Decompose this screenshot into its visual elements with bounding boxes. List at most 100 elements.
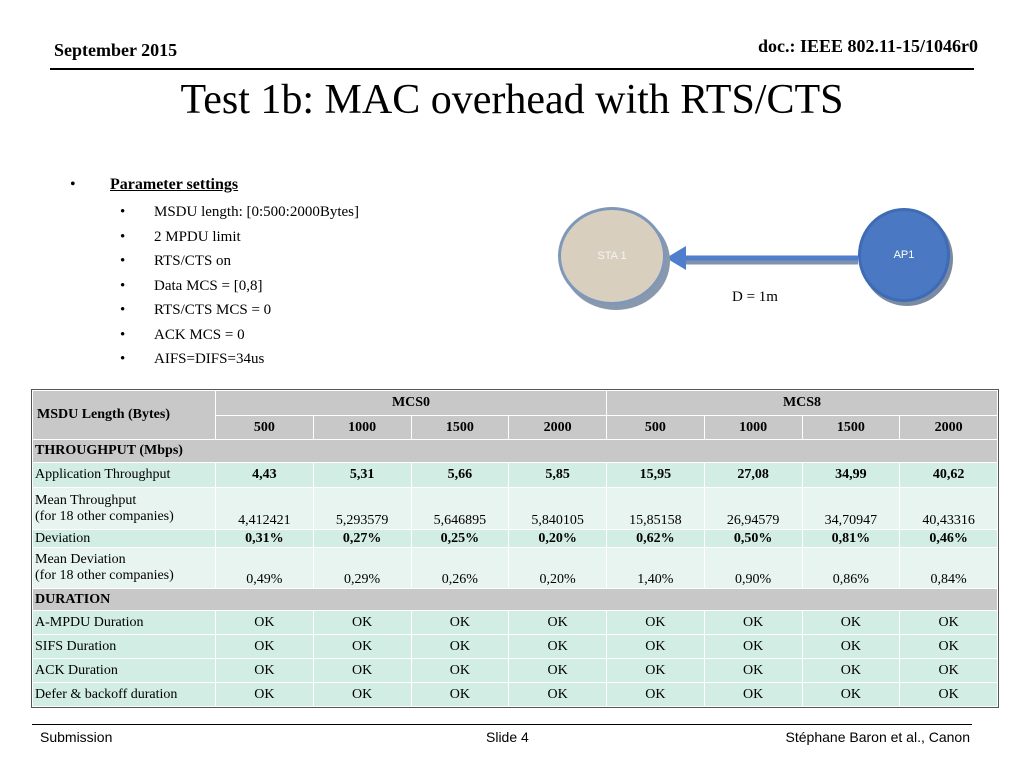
row-label: Mean Throughput (for 18 other companies) — [32, 487, 216, 530]
table-cell: 5,66 — [410, 462, 510, 488]
parameter-item: 2 MPDU limit — [70, 225, 359, 250]
length-header: 1500 — [410, 415, 510, 440]
table-cell: 15,95 — [606, 462, 705, 488]
row-label-line: (for 18 other companies) — [35, 508, 174, 524]
table-cell: 4,43 — [215, 462, 314, 488]
row-label: ACK Duration — [32, 658, 216, 683]
parameter-list: Parameter settings MSDU length: [0:500:2… — [70, 176, 359, 372]
mcs8-group-header: MCS8 — [606, 390, 998, 416]
table-cell: 5,293579 — [312, 487, 412, 530]
table-cell: OK — [410, 634, 510, 659]
distance-label: D = 1m — [732, 289, 778, 305]
arrow-head-icon — [666, 246, 686, 270]
table-cell: OK — [215, 682, 314, 707]
throughput-section-header: THROUGHPUT (Mbps) — [32, 439, 998, 463]
table-cell: OK — [606, 682, 705, 707]
table-cell: 5,646895 — [410, 487, 510, 530]
table-row: Mean Deviation (for 18 other companies) … — [32, 547, 998, 589]
table-cell: OK — [312, 682, 412, 707]
table-cell: 0,86% — [801, 547, 901, 589]
table-cell: 27,08 — [703, 462, 803, 488]
row-label: SIFS Duration — [32, 634, 216, 659]
table-cell: 0,49% — [215, 547, 314, 589]
table-row: Application Throughput 4,43 5,31 5,66 5,… — [32, 462, 998, 488]
table-cell: 0,27% — [312, 529, 412, 548]
table-row: A-MPDU Duration OK OK OK OK OK OK OK OK — [32, 610, 998, 635]
table-cell: OK — [703, 634, 803, 659]
table-cell: OK — [801, 610, 901, 635]
row-label: Mean Deviation (for 18 other companies) — [32, 547, 216, 589]
table-cell: OK — [801, 682, 901, 707]
duration-section-header: DURATION — [32, 588, 998, 611]
parameter-item: MSDU length: [0:500:2000Bytes] — [70, 200, 359, 225]
header-doc-id: doc.: IEEE 802.11-15/1046r0 — [757, 36, 978, 56]
table-cell: 0,29% — [312, 547, 412, 589]
length-header: 1500 — [801, 415, 901, 440]
topology-diagram: STA 1 AP1 D = 1m — [540, 195, 980, 325]
row-label: Application Throughput — [32, 462, 216, 488]
table-cell: OK — [410, 610, 510, 635]
table-cell: 0,62% — [606, 529, 705, 548]
header-date: September 2015 — [54, 40, 178, 60]
table-cell: OK — [899, 610, 998, 635]
table-cell: OK — [508, 682, 607, 707]
arrow-diagram — [666, 246, 858, 270]
footer-author: Stéphane Baron et al., Canon — [785, 729, 970, 745]
table-cell: 0,25% — [410, 529, 510, 548]
length-header: 1000 — [312, 415, 412, 440]
ap-node: AP1 — [858, 208, 950, 302]
table-cell: OK — [215, 634, 314, 659]
table-cell: OK — [508, 658, 607, 683]
table-cell: 0,84% — [899, 547, 998, 589]
table-cell: 0,90% — [703, 547, 803, 589]
parameter-item: ACK MCS = 0 — [70, 323, 359, 348]
table-cell: OK — [606, 658, 705, 683]
parameter-item: Data MCS = [0,8] — [70, 274, 359, 299]
parameter-heading: Parameter settings — [70, 176, 359, 194]
table-cell: OK — [801, 634, 901, 659]
table-cell: 34,70947 — [801, 487, 901, 530]
length-header: 500 — [215, 415, 314, 440]
table-row: SIFS Duration OK OK OK OK OK OK OK OK — [32, 634, 998, 659]
table-cell: OK — [899, 658, 998, 683]
table-cell: 0,50% — [703, 529, 803, 548]
table-cell: OK — [215, 658, 314, 683]
parameter-item: RTS/CTS on — [70, 249, 359, 274]
footer-submission: Submission — [40, 729, 113, 745]
length-header: 500 — [606, 415, 705, 440]
table-cell: OK — [899, 634, 998, 659]
table-row: Defer & backoff duration OK OK OK OK OK … — [32, 682, 998, 707]
slide-title: Test 1b: MAC overhead with RTS/CTS — [180, 77, 844, 123]
table-cell: 0,20% — [508, 529, 607, 548]
parameter-item: RTS/CTS MCS = 0 — [70, 298, 359, 323]
table-cell: 0,46% — [899, 529, 998, 548]
table-cell: OK — [410, 658, 510, 683]
table-cell: 1,40% — [606, 547, 705, 589]
table-cell: OK — [508, 610, 607, 635]
row-label-line: (for 18 other companies) — [35, 568, 174, 583]
table-row: Deviation 0,31% 0,27% 0,25% 0,20% 0,62% … — [32, 529, 998, 548]
table-cell: 34,99 — [801, 462, 901, 488]
table-cell: OK — [312, 658, 412, 683]
table-cell: OK — [312, 610, 412, 635]
length-header: 1000 — [703, 415, 803, 440]
table-cell: 5,85 — [508, 462, 607, 488]
row-label-line: Mean Deviation — [35, 552, 126, 567]
footer-divider — [32, 724, 972, 725]
table-cell: OK — [703, 682, 803, 707]
table-cell: 0,31% — [215, 529, 314, 548]
table-cell: 0,81% — [801, 529, 901, 548]
table-cell: OK — [703, 610, 803, 635]
table-cell: OK — [606, 610, 705, 635]
table-row: Mean Throughput (for 18 other companies)… — [32, 487, 998, 530]
table-cell: OK — [508, 634, 607, 659]
parameter-item: AIFS=DIFS=34us — [70, 347, 359, 372]
table-cell: 40,62 — [899, 462, 998, 488]
table-cell: 4,412421 — [215, 487, 314, 530]
table-cell: 5,840105 — [508, 487, 607, 530]
length-header: 2000 — [899, 415, 998, 440]
results-table: MSDU Length (Bytes) MCS0 MCS8 500 1000 1… — [31, 389, 999, 708]
length-header: 2000 — [508, 415, 607, 440]
table-cell: 0,26% — [410, 547, 510, 589]
table-cell: OK — [410, 682, 510, 707]
